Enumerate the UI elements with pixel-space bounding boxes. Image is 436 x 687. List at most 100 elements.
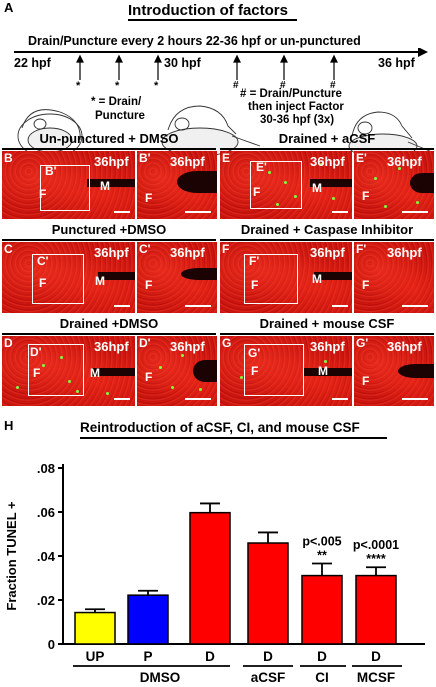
- panel-g-hpf: 36hpf: [310, 339, 345, 354]
- panel-gzoom-hpf: 36hpf: [387, 339, 422, 354]
- panel-b-m-label: M: [100, 179, 110, 193]
- legend-star-line2: Puncture: [95, 110, 145, 122]
- hash-marker-1: #: [233, 80, 239, 91]
- panel-d-title: Drained +DMSO: [59, 316, 159, 331]
- x-category-label: P: [143, 649, 152, 664]
- panel-c-title: Punctured +DMSO: [51, 222, 167, 237]
- panel-czoom-hpf: 36hpf: [170, 245, 205, 260]
- timeline-label-36hpf: 36 hpf: [378, 56, 415, 70]
- star-marker-2: *: [115, 80, 120, 92]
- timeline-arrows: [76, 54, 338, 80]
- tunel-bar-chart: Fraction TUNEL + 0 .02 .04 .06 .08 UP P D D D D DMSO…: [4, 461, 425, 685]
- panel-g-f-label: F: [251, 364, 259, 378]
- scale-bar: [185, 398, 211, 400]
- micrograph-g: G G' F M 36hpf: [220, 336, 352, 406]
- micrograph-g-zoom: G' F 36hpf: [354, 336, 434, 406]
- bar: [247, 542, 289, 645]
- legend-hash-line1: # = Drain/Puncture: [240, 88, 342, 100]
- group-label: DMSO: [140, 670, 181, 685]
- star-marker-3: *: [154, 80, 159, 92]
- scale-bar: [402, 305, 428, 307]
- bar: [355, 574, 397, 645]
- panel-c-zoom-label: C': [37, 254, 49, 268]
- panel-f-rule: [220, 239, 434, 241]
- panel-b-rule: [2, 148, 216, 150]
- scale-bar: [402, 398, 428, 400]
- y-tick-label: 0: [48, 637, 55, 652]
- panel-bzoom-letter: B': [139, 151, 151, 165]
- panel-a-title: Introduction of factors: [128, 2, 288, 19]
- group-label: MCSF: [357, 670, 395, 685]
- panel-c-m-label: M: [95, 274, 105, 288]
- panel-c-hpf: 36hpf: [94, 245, 129, 260]
- panel-f-f-label: F: [251, 278, 259, 292]
- panel-g-rule: [220, 333, 434, 335]
- panel-e-f-label: F: [253, 185, 261, 199]
- x-category-label: UP: [86, 649, 105, 664]
- panel-gzoom-f-label: F: [362, 374, 370, 388]
- panel-g-title: Drained + mouse CSF: [259, 316, 395, 331]
- panel-f-hpf: 36hpf: [310, 245, 345, 260]
- scale-bar: [332, 211, 348, 213]
- y-tick-label: .04: [37, 549, 56, 564]
- panel-f-letter: F: [222, 242, 230, 256]
- scale-bar: [332, 305, 348, 307]
- x-category-label: D: [263, 649, 273, 664]
- hash-marker-3: #: [330, 80, 336, 91]
- panel-dzoom-f-label: F: [145, 370, 153, 384]
- panel-czoom-f-label: F: [145, 278, 153, 292]
- micrograph-c-zoom: C' F 36hpf: [137, 242, 217, 313]
- scale-bar: [114, 211, 130, 213]
- panel-f-m-label: M: [312, 272, 322, 286]
- micrograph-c: C C' F M 36hpf: [2, 242, 135, 313]
- group-label: CI: [315, 670, 329, 685]
- x-category-label: D: [205, 649, 215, 664]
- panel-czoom-letter: C': [139, 242, 151, 256]
- panel-f-title: Drained + Caspase Inhibitor: [240, 222, 414, 237]
- timeline-label-22hpf: 22 hpf: [14, 56, 51, 70]
- scale-bar: [185, 211, 211, 213]
- micrograph-f: F F' F M 36hpf: [220, 242, 352, 313]
- scale-bar: [114, 398, 130, 400]
- panel-gzoom-letter: G': [356, 336, 369, 350]
- panel-ezoom-hpf: 36hpf: [387, 154, 422, 169]
- hash-marker-2: #: [280, 80, 286, 91]
- chart-title-underline: [80, 437, 387, 439]
- bar: [301, 574, 343, 645]
- y-axis-label: Fraction TUNEL +: [4, 501, 19, 611]
- panel-g-m-label: M: [318, 364, 328, 378]
- panel-ezoom-letter: E': [356, 151, 367, 165]
- x-category-label: D: [371, 649, 381, 664]
- panel-e-rule: [220, 148, 434, 150]
- panel-g-letter: G: [222, 336, 232, 350]
- significance-stars: ****: [366, 552, 386, 566]
- scale-bar: [185, 305, 211, 307]
- star-marker-1: *: [76, 80, 81, 92]
- panel-c-letter: C: [4, 242, 13, 256]
- panel-c-f-label: F: [39, 276, 47, 290]
- panel-a-title-underline: [128, 19, 297, 21]
- panel-d-rule: [2, 333, 216, 335]
- panel-b-title: Un-punctured + DMSO: [39, 131, 179, 146]
- panel-e-title: Drained + aCSF: [278, 131, 376, 146]
- panel-d-zoom-label: D': [30, 345, 42, 359]
- panel-fzoom-letter: F': [356, 242, 367, 256]
- bar: [74, 611, 116, 645]
- timeline-label-30hpf: 30 hpf: [164, 56, 201, 70]
- y-tick-label: .02: [37, 593, 55, 608]
- scale-bar: [332, 398, 348, 400]
- y-tick-label: .06: [37, 505, 55, 520]
- panel-letter-a: A: [4, 0, 14, 15]
- panel-bzoom-f-label: F: [145, 191, 153, 205]
- panel-e-letter: E: [222, 151, 231, 165]
- panel-ezoom-f-label: F: [362, 189, 370, 203]
- panel-d-m-label: M: [90, 366, 100, 380]
- panel-b-letter: B: [4, 151, 13, 165]
- panel-e-m-label: M: [312, 181, 322, 195]
- x-category-label: D: [317, 649, 327, 664]
- scale-bar: [114, 305, 130, 307]
- panel-d-f-label: F: [33, 366, 41, 380]
- panel-d-letter: D: [4, 336, 13, 350]
- micrograph-b: B B' F M 36hpf: [2, 151, 135, 219]
- micrograph-b-zoom: B' F 36hpf: [137, 151, 217, 219]
